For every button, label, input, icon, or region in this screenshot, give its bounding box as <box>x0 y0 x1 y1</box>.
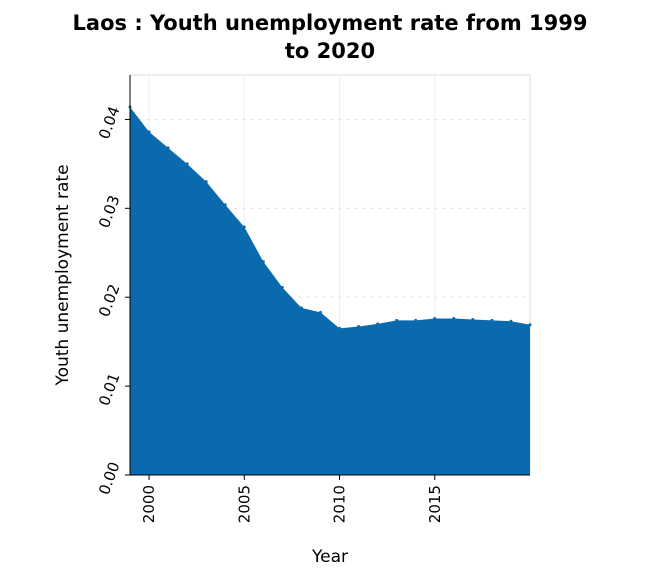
y-axis-title: Youth unemployment rate <box>53 164 73 386</box>
data-point-2016 <box>452 317 456 321</box>
data-point-2010 <box>338 326 342 330</box>
data-point-2020 <box>528 323 532 327</box>
data-point-2004 <box>223 203 227 207</box>
data-point-2003 <box>204 180 208 184</box>
data-points <box>128 105 532 330</box>
data-point-2014 <box>414 318 418 322</box>
data-point-2006 <box>261 260 265 264</box>
data-point-2018 <box>490 318 494 322</box>
y-axis-ticks: 0.00 0.01 0.02 0.03 0.04 <box>95 104 130 497</box>
x-axis-ticks: 2000 2005 2010 2015 <box>140 475 444 523</box>
data-point-2002 <box>185 162 189 166</box>
data-point-2017 <box>471 317 475 321</box>
y-tick-label-1: 0.01 <box>95 371 123 409</box>
data-point-2000 <box>147 130 151 134</box>
data-point-2015 <box>433 317 437 321</box>
x-tick-label-1: 2005 <box>235 485 253 523</box>
data-point-2019 <box>509 319 513 323</box>
y-tick-label-4: 0.04 <box>95 104 123 142</box>
x-axis-title: Year <box>311 547 348 567</box>
x-tick-label-0: 2000 <box>140 485 158 523</box>
data-point-2011 <box>357 325 361 329</box>
data-point-2013 <box>395 318 399 322</box>
data-point-2009 <box>318 310 322 314</box>
data-point-2012 <box>376 322 380 326</box>
chart-title-line-1: Laos : Youth unemployment rate from 1999 <box>73 11 588 35</box>
y-tick-label-2: 0.02 <box>95 282 123 320</box>
y-tick-label-3: 0.03 <box>95 193 123 231</box>
data-point-2008 <box>299 306 303 310</box>
chart-title-line-2: to 2020 <box>285 39 375 63</box>
x-tick-label-3: 2015 <box>426 485 444 523</box>
data-point-2001 <box>166 146 170 150</box>
data-point-2005 <box>242 225 246 229</box>
y-tick-label-0: 0.00 <box>95 460 123 498</box>
area-series-youth-unemployment <box>130 107 530 475</box>
data-point-2007 <box>280 285 284 289</box>
x-tick-label-2: 2010 <box>331 485 349 523</box>
